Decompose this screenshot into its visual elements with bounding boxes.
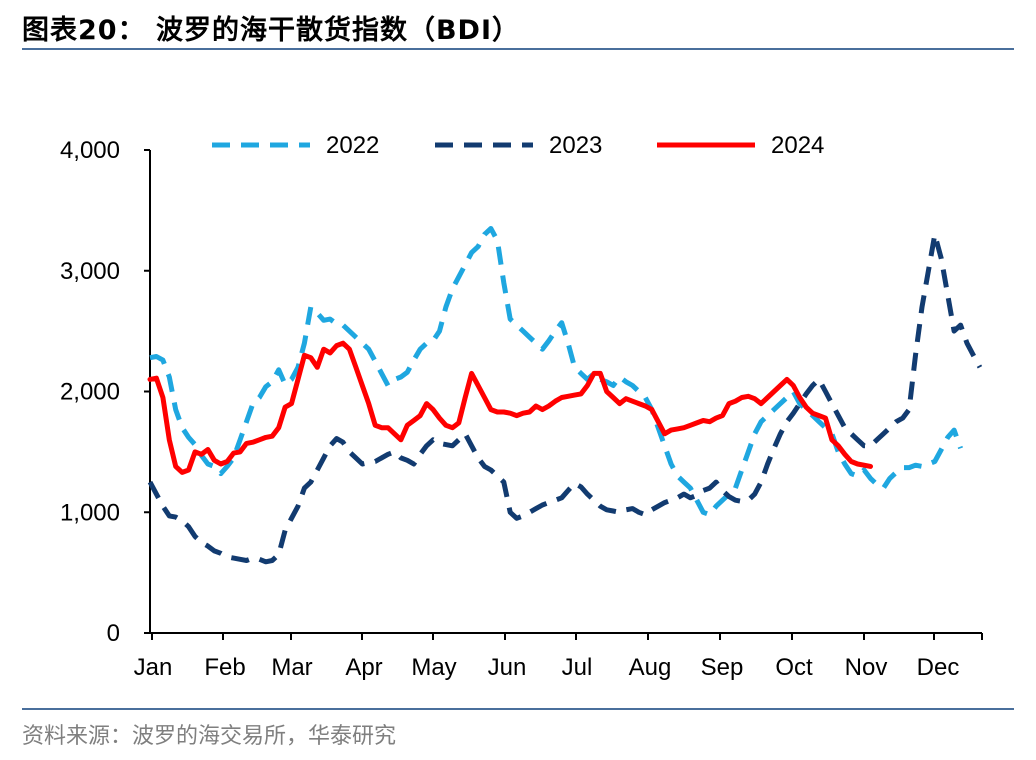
x-tick-label: Feb — [204, 654, 245, 681]
y-tick-label: 3,000 — [60, 258, 120, 285]
x-tick-label: May — [411, 654, 456, 681]
legend-label-2024: 2024 — [771, 132, 824, 159]
x-tick-label: Mar — [271, 654, 312, 681]
y-tick-label: 2,000 — [60, 379, 120, 406]
bdi-line-chart: 0 1,000 2,000 3,000 4,000 Jan Feb Mar Apr May Jun… — [60, 132, 983, 681]
series-line-2024 — [147, 340, 873, 475]
x-tick-label: Sep — [701, 654, 744, 681]
series-line-2023 — [147, 232, 983, 565]
x-tick-label: Jul — [562, 654, 593, 681]
legend-label-2022: 2022 — [326, 132, 379, 159]
legend-label-2023: 2023 — [549, 132, 602, 159]
x-tick-label: Jan — [134, 654, 173, 681]
top-divider — [22, 48, 1014, 50]
x-tick-label: Jun — [488, 654, 527, 681]
bottom-divider — [22, 708, 1014, 710]
series-lines — [147, 226, 983, 565]
x-tick-label: Nov — [845, 654, 888, 681]
x-tick-label: Aug — [629, 654, 672, 681]
y-axis-ticks: 0 1,000 2,000 3,000 4,000 — [60, 137, 150, 647]
series-line-2022 — [149, 226, 963, 518]
x-tick-label: Oct — [775, 654, 813, 681]
y-tick-label: 0 — [107, 620, 120, 647]
legend: 2022 2023 2024 — [212, 132, 824, 159]
x-axis-ticks: Jan Feb Mar Apr May Jun Jul Aug Sep Oct Nov Dec — [134, 633, 983, 681]
y-tick-label: 1,000 — [60, 499, 120, 526]
figure-title: 图表20： 波罗的海干散货指数（BDI） — [22, 15, 521, 46]
y-tick-label: 4,000 — [60, 137, 120, 164]
x-tick-label: Dec — [917, 654, 960, 681]
x-tick-label: Apr — [345, 654, 382, 681]
source-note: 资料来源：波罗的海交易所，华泰研究 — [22, 724, 397, 749]
